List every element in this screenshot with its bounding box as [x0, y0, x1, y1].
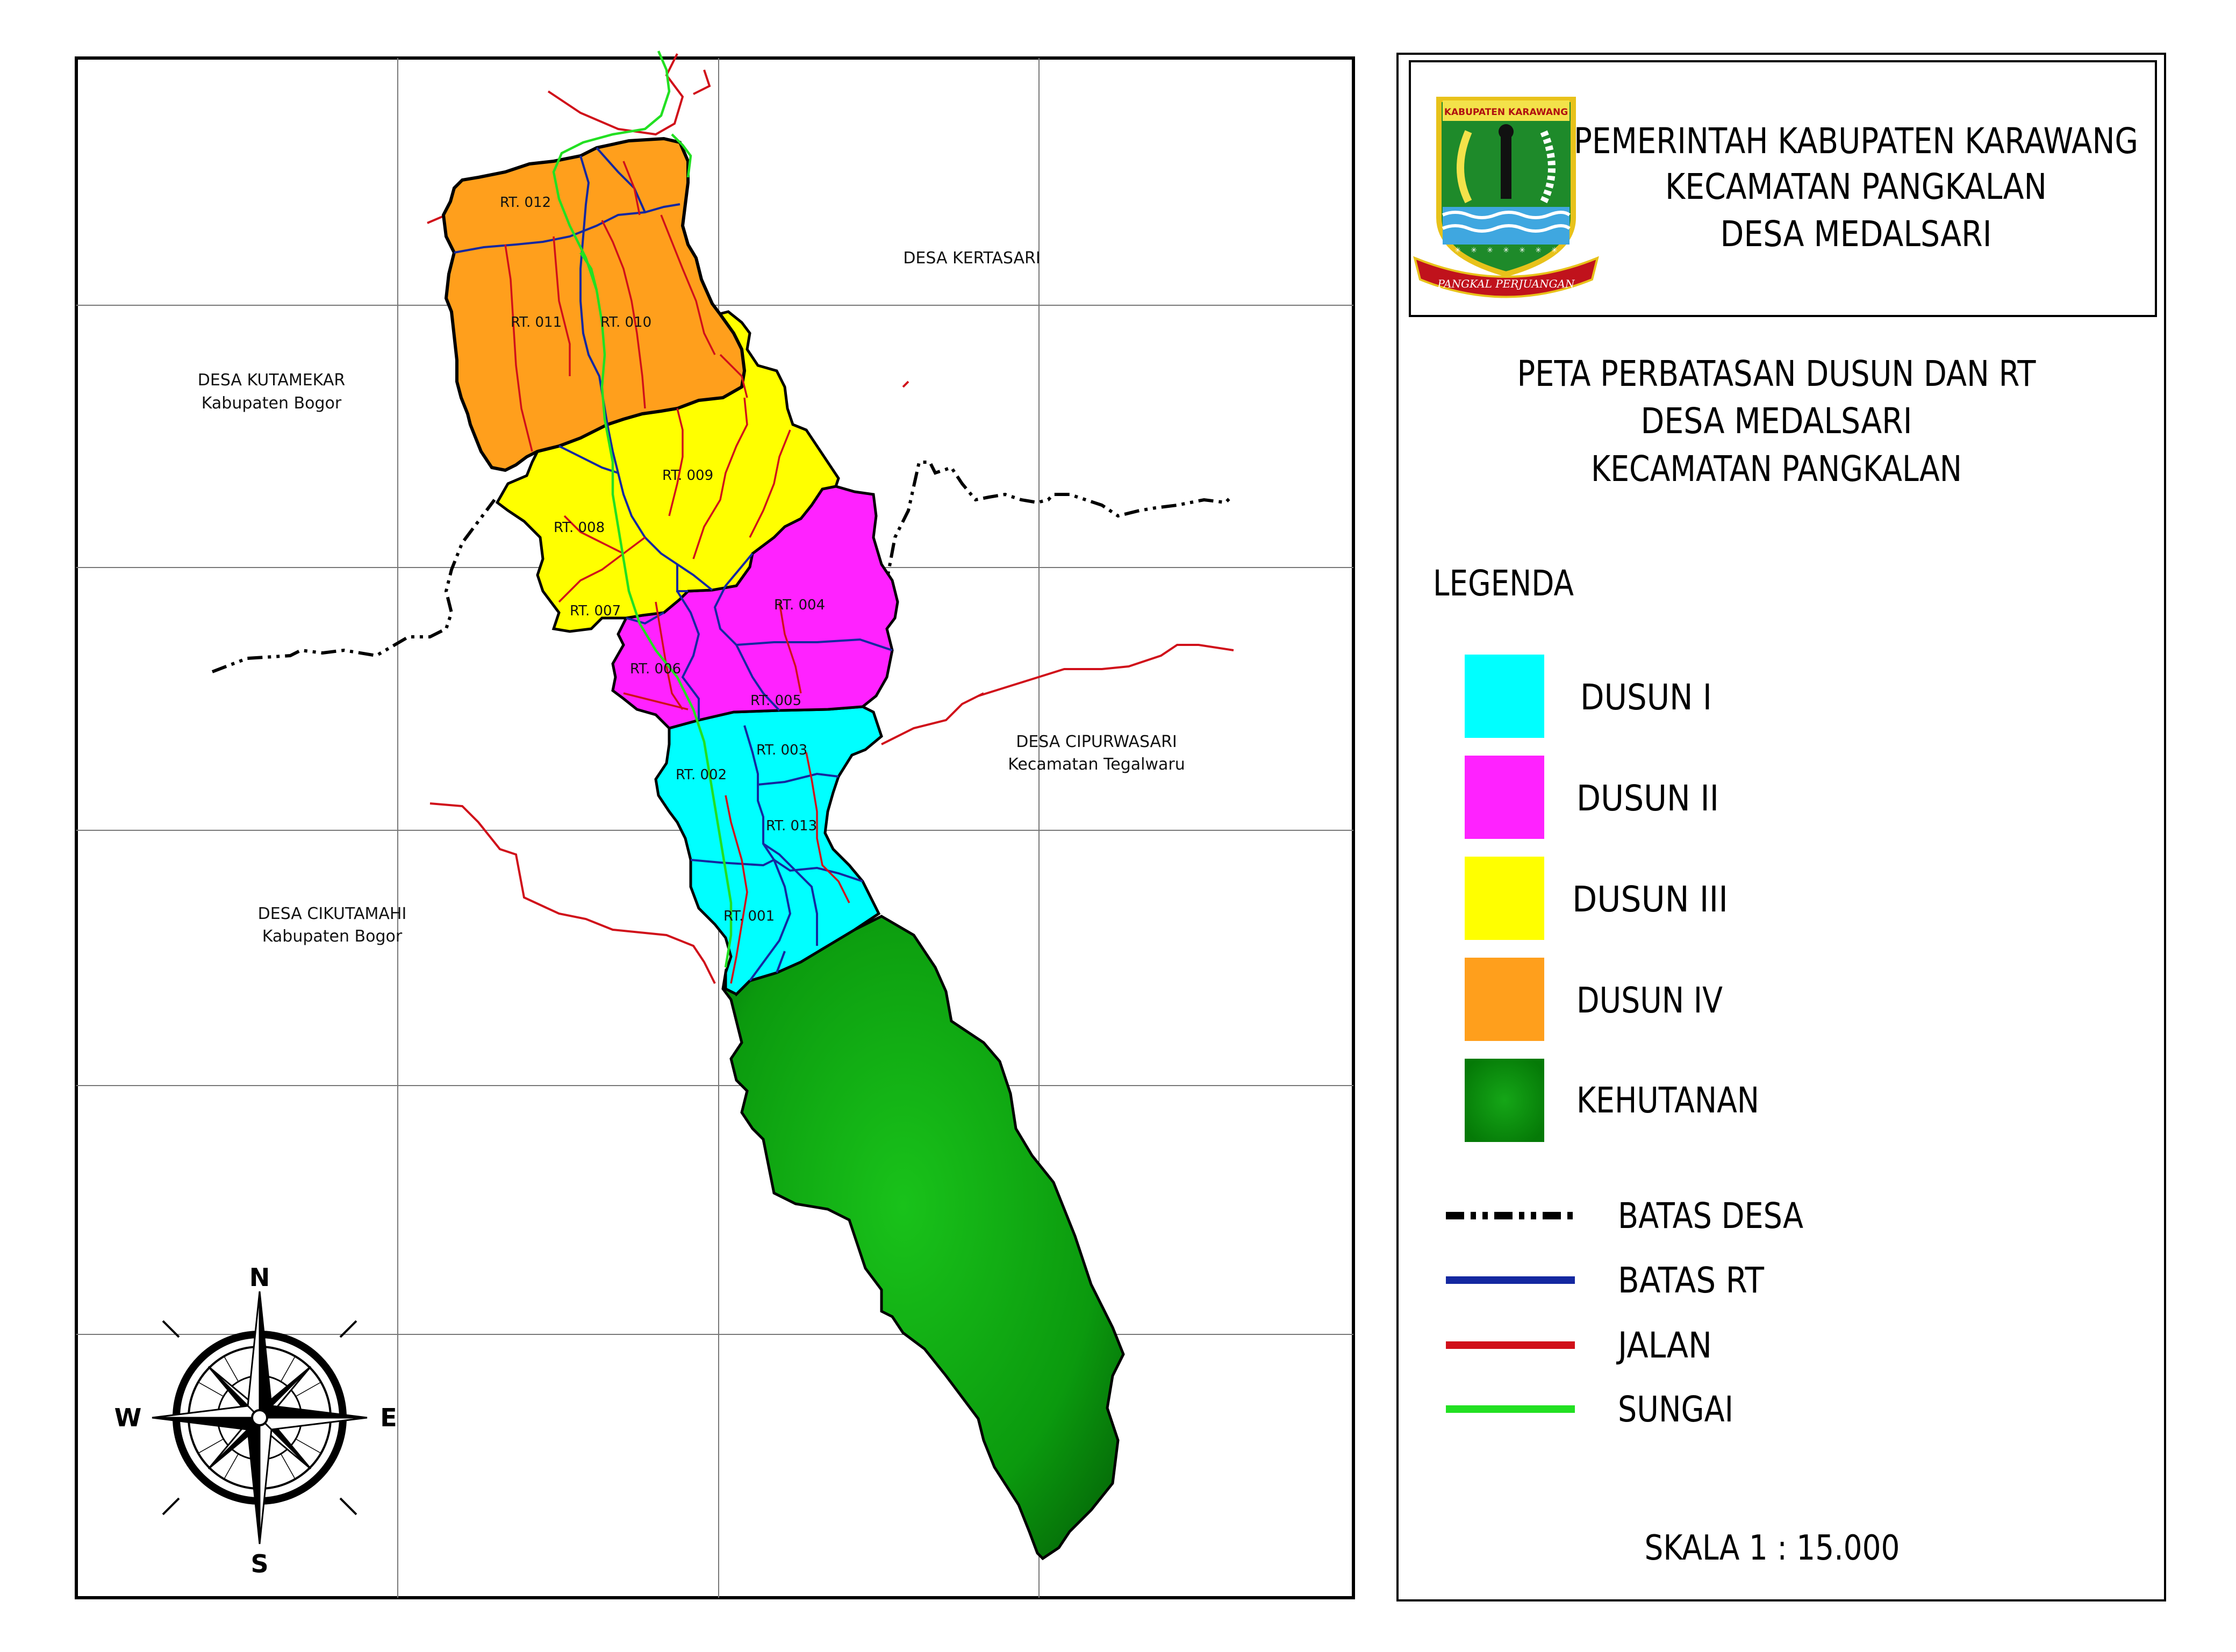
legend-dusun-3: DUSUN III: [1465, 857, 1728, 940]
cikutamahi-sub-label: Kabupaten Bogor: [262, 927, 403, 946]
legend-jalan-label: JALAN: [1616, 1325, 1712, 1366]
scale-label: SKALA 1 : 15.000: [1645, 1528, 1900, 1568]
legend-heading: LEGENDA: [1433, 563, 1574, 604]
compass-e-label: E: [380, 1403, 397, 1432]
compass-w-label: W: [114, 1403, 142, 1432]
cipurwasari-sub-label: Kecamatan Tegalwaru: [1008, 755, 1185, 774]
legend-batas-rt: BATAS RT: [1446, 1260, 1765, 1301]
emblem-bottom-text: PANGKAL PERJUANGAN: [1437, 277, 1575, 290]
compass-rose: N S E W: [114, 1263, 397, 1578]
river: [552, 51, 733, 968]
legend-batas-desa-label: BATAS DESA: [1618, 1195, 1803, 1237]
legend-kehutanan-label: KEHUTANAN: [1576, 1080, 1759, 1121]
svg-text:✳: ✳: [1454, 246, 1461, 255]
map-title-line-1: PETA PERBATASAN DUSUN DAN RT: [1517, 353, 2037, 394]
rt-009-label: RT. 009: [662, 468, 713, 484]
legend-kehutanan: KEHUTANAN: [1465, 1059, 1759, 1142]
legend-dusun-3-swatch: [1465, 857, 1544, 940]
legend-panel: KABUPATEN KARAWANG ✳ ✳ ✳ ✳ ✳ ✳ ✳ PANGKAL PERJ…: [1396, 53, 2166, 1601]
compass-n-label: N: [249, 1263, 270, 1292]
rt-008-label: RT. 008: [554, 520, 605, 536]
map-title-line-2: DESA MEDALSARI: [1641, 400, 1912, 442]
header-line-1: PEMERINTAH KABUPATEN KARAWANG: [1574, 120, 2138, 162]
svg-text:✳: ✳: [1487, 246, 1493, 255]
rt-010-label: RT. 010: [600, 314, 651, 331]
legend-sungai: SUNGAI: [1446, 1389, 1733, 1430]
header-line-2: KECAMATAN PANGKALAN: [1665, 166, 2047, 207]
legend-sungai-label: SUNGAI: [1618, 1389, 1733, 1430]
legend-dusun-3-label: DUSUN III: [1572, 879, 1728, 920]
svg-text:✳: ✳: [1503, 246, 1509, 255]
svg-text:✳: ✳: [1551, 246, 1558, 255]
legend-dusun-4-swatch: [1465, 958, 1544, 1041]
legend-dusun-1: DUSUN I: [1465, 655, 1712, 738]
legend-dusun-2: DUSUN II: [1465, 756, 1719, 839]
rt-006-label: RT. 006: [630, 661, 681, 677]
legend-line-items: BATAS DESA BATAS RT JALAN SUNGAI: [1446, 1195, 1803, 1430]
svg-text:✳: ✳: [1519, 246, 1525, 255]
desa-cipurwasari-label: DESA CIPURWASARI: [1016, 732, 1177, 751]
rt-013-label: RT. 013: [766, 818, 817, 834]
legend-dusun-1-label: DUSUN I: [1580, 677, 1712, 718]
compass-s-label: S: [250, 1549, 268, 1578]
rt-003-label: RT. 003: [756, 742, 807, 758]
desa-kertasari-label: DESA KERTASARI: [903, 249, 1040, 268]
kutamekar-sub-label: Kabupaten Bogor: [202, 394, 342, 413]
kabupaten-karawang-emblem: KABUPATEN KARAWANG ✳ ✳ ✳ ✳ ✳ ✳ ✳ PANGKAL PERJ…: [1413, 97, 1599, 298]
neighbor-labels: DESA KERTASARI DESA KUTAMEKAR Kabupaten …: [198, 249, 1185, 946]
legend-dusun-4: DUSUN IV: [1465, 958, 1723, 1041]
rt-001-label: RT. 001: [723, 908, 775, 924]
legend-dusun-2-label: DUSUN II: [1576, 778, 1719, 819]
legend-batas-rt-label: BATAS RT: [1618, 1260, 1765, 1301]
legend-kehutanan-swatch: [1465, 1059, 1544, 1142]
rt-labels: RT. 012 RT. 011 RT. 010 RT. 009 RT. 008 …: [500, 195, 825, 924]
rt-007-label: RT. 007: [570, 603, 621, 619]
rt-002-label: RT. 002: [676, 767, 727, 783]
internal-roads: [504, 161, 850, 984]
rt-005-label: RT. 005: [750, 693, 801, 709]
legend-dusun-2-swatch: [1465, 756, 1544, 839]
svg-text:✳: ✳: [1535, 246, 1542, 255]
rt-004-label: RT. 004: [774, 597, 825, 613]
rt-012-label: RT. 012: [500, 195, 551, 211]
village-boundary-line: [211, 461, 1232, 673]
kehutanan-area: [721, 915, 1125, 1561]
desa-cikutamahi-label: DESA CIKUTAMAHI: [258, 904, 407, 923]
emblem-top-text: KABUPATEN KARAWANG: [1444, 107, 1568, 118]
rt-011-label: RT. 011: [511, 314, 562, 331]
legend-dusun-4-label: DUSUN IV: [1576, 980, 1723, 1021]
svg-text:✳: ✳: [1471, 246, 1477, 255]
map-title-line-3: KECAMATAN PANGKALAN: [1591, 448, 1962, 490]
header-line-3: DESA MEDALSARI: [1721, 213, 1992, 255]
legend-dusun-1-swatch: [1465, 655, 1544, 738]
legend-area-items: DUSUN I DUSUN II DUSUN III DUSUN IV KEHU…: [1465, 655, 1759, 1142]
legend-batas-desa: BATAS DESA: [1446, 1195, 1803, 1237]
legend-jalan: JALAN: [1446, 1325, 1712, 1366]
desa-kutamekar-label: DESA KUTAMEKAR: [198, 371, 345, 390]
